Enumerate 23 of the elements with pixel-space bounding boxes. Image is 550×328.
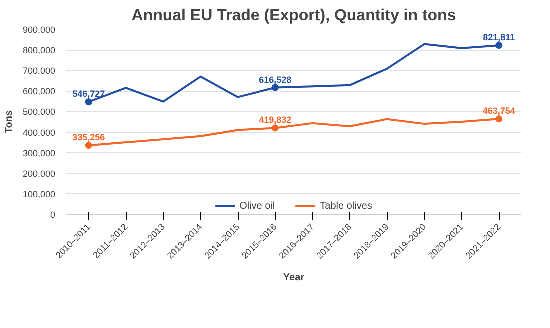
y-tick-label: 500,000	[22, 107, 56, 118]
y-tick-label: 800,000	[22, 46, 56, 56]
legend-label: Table olives	[320, 200, 372, 212]
data-label: 463,754	[482, 106, 516, 116]
data-label: 335,256	[72, 132, 106, 143]
data-label: 546,727	[72, 89, 106, 100]
chart-title: Annual EU Trade (Export), Quantity in tons	[132, 8, 456, 24]
data-label: 419,832	[259, 115, 292, 126]
y-tick-label: 200,000	[22, 168, 56, 179]
y-tick-label: 900,000	[22, 25, 56, 35]
y-tick-label: 0	[50, 210, 56, 220]
y-tick-label: 100,000	[22, 189, 56, 200]
data-label: 616,528	[259, 74, 292, 85]
data-label: 821,811	[483, 32, 516, 43]
y-tick-label: 400,000	[22, 128, 56, 138]
x-axis-title: Year	[283, 272, 305, 284]
y-tick-label: 300,000	[22, 148, 56, 158]
point	[272, 84, 279, 92]
y-axis-title: Tons	[4, 110, 15, 134]
point	[272, 124, 279, 132]
legend-label: Olive oil	[240, 200, 276, 212]
y-tick-label: 700,000	[22, 66, 56, 76]
y-tick-label: 600,000	[22, 86, 56, 97]
